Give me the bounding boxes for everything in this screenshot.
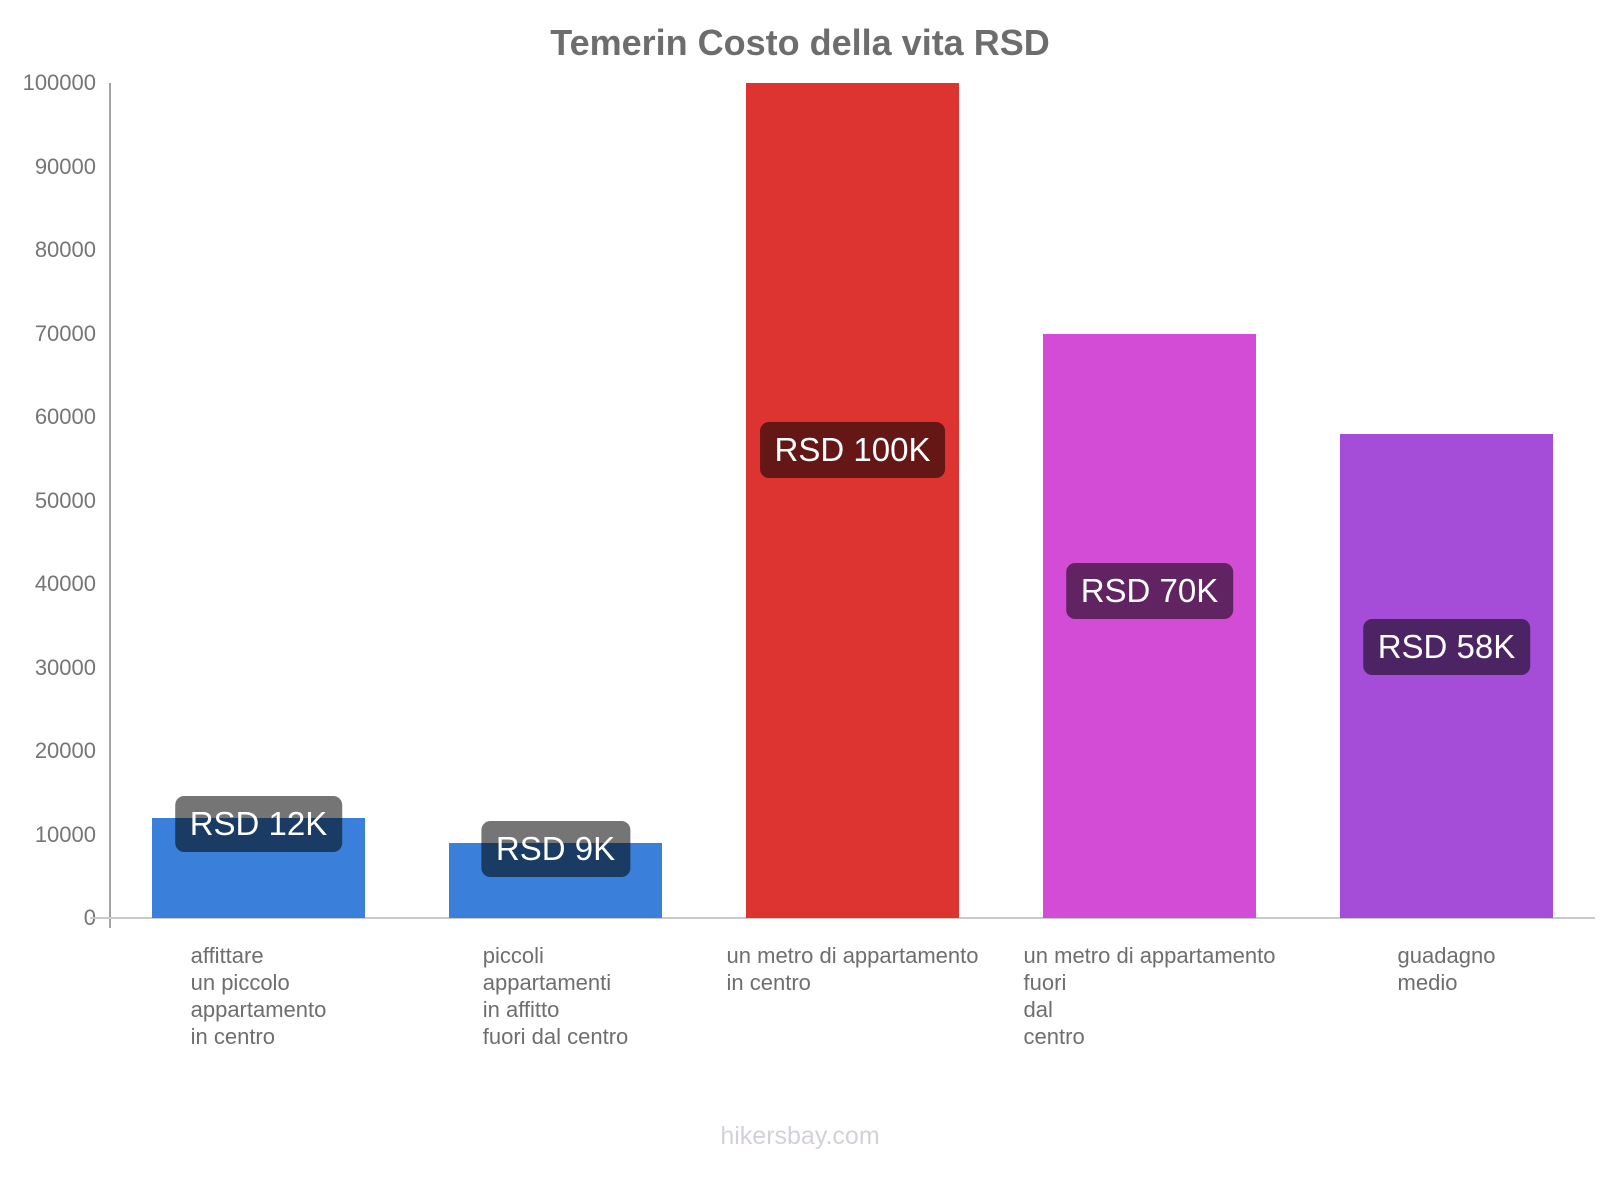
y-tick-label: 40000 — [34, 571, 96, 596]
y-axis-line — [109, 83, 111, 928]
y-tick-label: 100000 — [22, 70, 96, 95]
x-category-label-5: guadagno medio — [1397, 943, 1496, 995]
y-tick-label: 30000 — [34, 654, 96, 680]
bar-value-label-5: RSD 58K — [1362, 618, 1531, 675]
y-tick-label: 50000 — [34, 487, 96, 513]
y-tick-label: 80000 — [34, 237, 96, 262]
y-tick-label: 20000 — [34, 738, 96, 763]
y-tick-label: 60000 — [34, 404, 96, 429]
bar-value-label-4: RSD 70K — [1065, 562, 1234, 619]
x-category-label-4: un metro di appartamento fuori dal centr… — [1023, 943, 1276, 1049]
y-tick-label: 90000 — [34, 153, 96, 179]
watermark-hikersbay: hikersbay.com — [720, 1122, 880, 1150]
x-category-label-1: affittare un piccolo appartamento in cen… — [190, 943, 327, 1049]
y-tick-label: 10000 — [34, 821, 96, 847]
chart-title: Temerin Costo della vita RSD — [550, 22, 1050, 63]
bar-value-label-1: RSD 12K — [174, 795, 343, 852]
bar-5[interactable] — [1340, 433, 1553, 918]
x-axis-line — [90, 917, 1595, 919]
bar-value-label-3: RSD 100K — [759, 422, 946, 479]
y-tick-label: 0 — [83, 905, 96, 930]
bar-3[interactable] — [746, 83, 959, 918]
x-category-label-2: piccoli appartamenti in affitto fuori da… — [482, 943, 629, 1049]
bar-4[interactable] — [1043, 333, 1256, 918]
bar-value-label-2: RSD 9K — [480, 820, 631, 877]
y-tick-label: 70000 — [34, 320, 96, 346]
x-category-label-3: un metro di appartamento in centro — [726, 943, 979, 995]
